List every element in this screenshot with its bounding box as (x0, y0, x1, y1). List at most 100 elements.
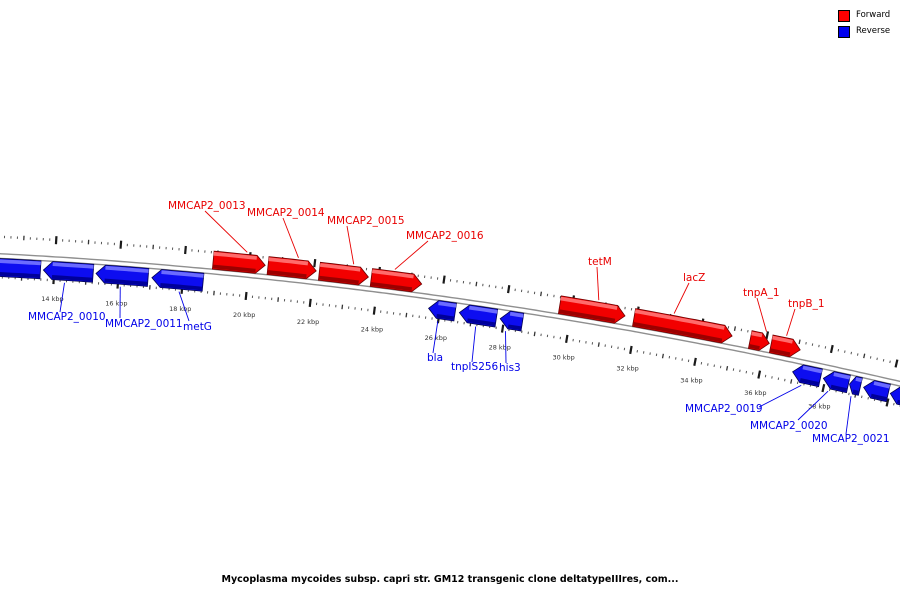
leader-line-MMCAP2_0016 (394, 240, 429, 270)
leader-line-MMCAP2_0021 (845, 396, 852, 435)
gene-bevel-shadow (830, 384, 848, 392)
tick-top (824, 346, 827, 349)
gene-bevel-highlight (105, 265, 149, 273)
gene-bevel-shadow (896, 399, 900, 404)
gene-label-tnpA_1: tnpA_1 (743, 287, 780, 299)
gene-bevel-highlight (802, 365, 823, 374)
forward-swatch (838, 9, 850, 22)
leader-line-metG (178, 291, 190, 322)
gene-label-MMCAP2_0021: MMCAP2_0021 (812, 433, 890, 445)
tick-top (818, 344, 820, 348)
gene-label-MMCAP2_0013: MMCAP2_0013 (168, 200, 246, 212)
gene-label-MMCAP2_0016: MMCAP2_0016 (406, 230, 484, 242)
tick-top (882, 359, 885, 362)
leader-line-MMCAP2_0020 (797, 390, 829, 421)
tick-bottom (405, 312, 408, 318)
tick-top (850, 351, 853, 355)
gene-bevel-highlight (213, 251, 257, 260)
gene-bevel-shadow (632, 321, 723, 343)
ruler-label-26kbp: 26 kbp (425, 334, 447, 342)
tick-top (119, 240, 123, 249)
gene-bevel-highlight (0, 259, 41, 266)
tick-bottom (693, 357, 697, 366)
caption: Mycoplasma mycoides subsp. capri str. GM… (221, 574, 679, 585)
tick-top (313, 259, 317, 268)
tick-top (869, 356, 872, 359)
tick-bottom (661, 353, 664, 359)
ruler-label-30kbp: 30 kbp (552, 354, 574, 362)
gene-bevel-shadow (852, 389, 860, 395)
gene-arrow-unnamed-19 (889, 386, 900, 406)
gene-bevel-highlight (560, 296, 618, 310)
ruler-label-28kbp: 28 kbp (489, 343, 511, 351)
gene-bevel-shadow (212, 264, 256, 273)
tick-top (184, 245, 187, 255)
tick-bottom (533, 331, 536, 337)
legend: Forward Reverse (838, 9, 891, 42)
tick-top (844, 350, 846, 353)
tick-bottom (500, 324, 505, 333)
gene-label-MMCAP2_0020: MMCAP2_0020 (750, 420, 828, 432)
gene-bevel-highlight (438, 301, 457, 308)
backbone-core (0, 254, 900, 386)
ruler-label-38kbp: 38 kbp (808, 403, 830, 411)
ruler-label-14kbp: 14 kbp (41, 295, 63, 303)
tick-top (894, 359, 899, 368)
gene-bevel-shadow (436, 314, 455, 321)
tick-top (733, 326, 737, 331)
gene-bevel-highlight (52, 262, 94, 269)
tick-bottom (828, 388, 831, 391)
ruler-label-34kbp: 34 kbp (680, 376, 702, 384)
gene-bevel-shadow (0, 271, 41, 278)
leader-line-MMCAP2_0010 (59, 282, 65, 313)
ruler-label-22kbp: 22 kbp (297, 318, 319, 326)
tick-top (811, 343, 814, 346)
leader-line-MMCAP2_0014 (282, 217, 299, 258)
ruler-label-32kbp: 32 kbp (616, 365, 638, 373)
tick-top (837, 348, 840, 352)
gene-label-MMCAP2_0019: MMCAP2_0019 (685, 403, 763, 415)
tick-top (442, 275, 446, 284)
gene-arrow-lacZ (632, 308, 733, 344)
gene-label-bla: bla (427, 352, 443, 364)
gene-bevel-shadow (318, 275, 359, 285)
gene-bevel-highlight (161, 270, 204, 278)
gene-bevel-shadow (507, 324, 522, 331)
gene-bevel-highlight (634, 309, 725, 330)
gene-bevel-shadow (870, 393, 888, 401)
gene-bevel-shadow (748, 344, 760, 350)
tick-bottom (867, 396, 869, 400)
tick-top (829, 344, 834, 354)
gene-bevel-shadow (769, 348, 791, 356)
gene-bevel-shadow (558, 309, 616, 323)
tick-top (506, 284, 511, 294)
backbone (0, 253, 900, 387)
leader-line-MMCAP2_0013 (204, 210, 248, 253)
tick-top (889, 360, 891, 364)
gene-bevel-highlight (873, 381, 891, 389)
gene-label-MMCAP2_0010: MMCAP2_0010 (28, 311, 106, 323)
tick-bottom (893, 402, 895, 406)
leader-line-MMCAP2_0019 (758, 384, 802, 408)
gene-bevel-highlight (751, 331, 763, 338)
forward-label: Forward (856, 10, 891, 20)
leader-line-tnpA_1 (756, 297, 767, 332)
gene-bevel-shadow (160, 283, 203, 291)
gene-bevel-highlight (469, 305, 498, 314)
gene-bevel-highlight (855, 377, 863, 383)
gene-bevel-highlight (509, 311, 524, 318)
legend-row-reverse: Reverse (838, 25, 890, 38)
tick-top (540, 291, 543, 297)
gene-bevel-highlight (833, 372, 851, 380)
leader-line-bla (432, 321, 439, 354)
gene-bevel-highlight (268, 257, 309, 266)
tick-bottom (308, 298, 312, 307)
gene-bevel-shadow (467, 318, 496, 327)
tick-bottom (565, 334, 569, 344)
tick-bottom (244, 291, 248, 301)
ruler-labels: 14 kbp 16 kbp 18 kbp 20 kbp 22 kbp 24 kbp 26 k… (41, 295, 830, 411)
leader-line-lacZ (673, 282, 690, 314)
